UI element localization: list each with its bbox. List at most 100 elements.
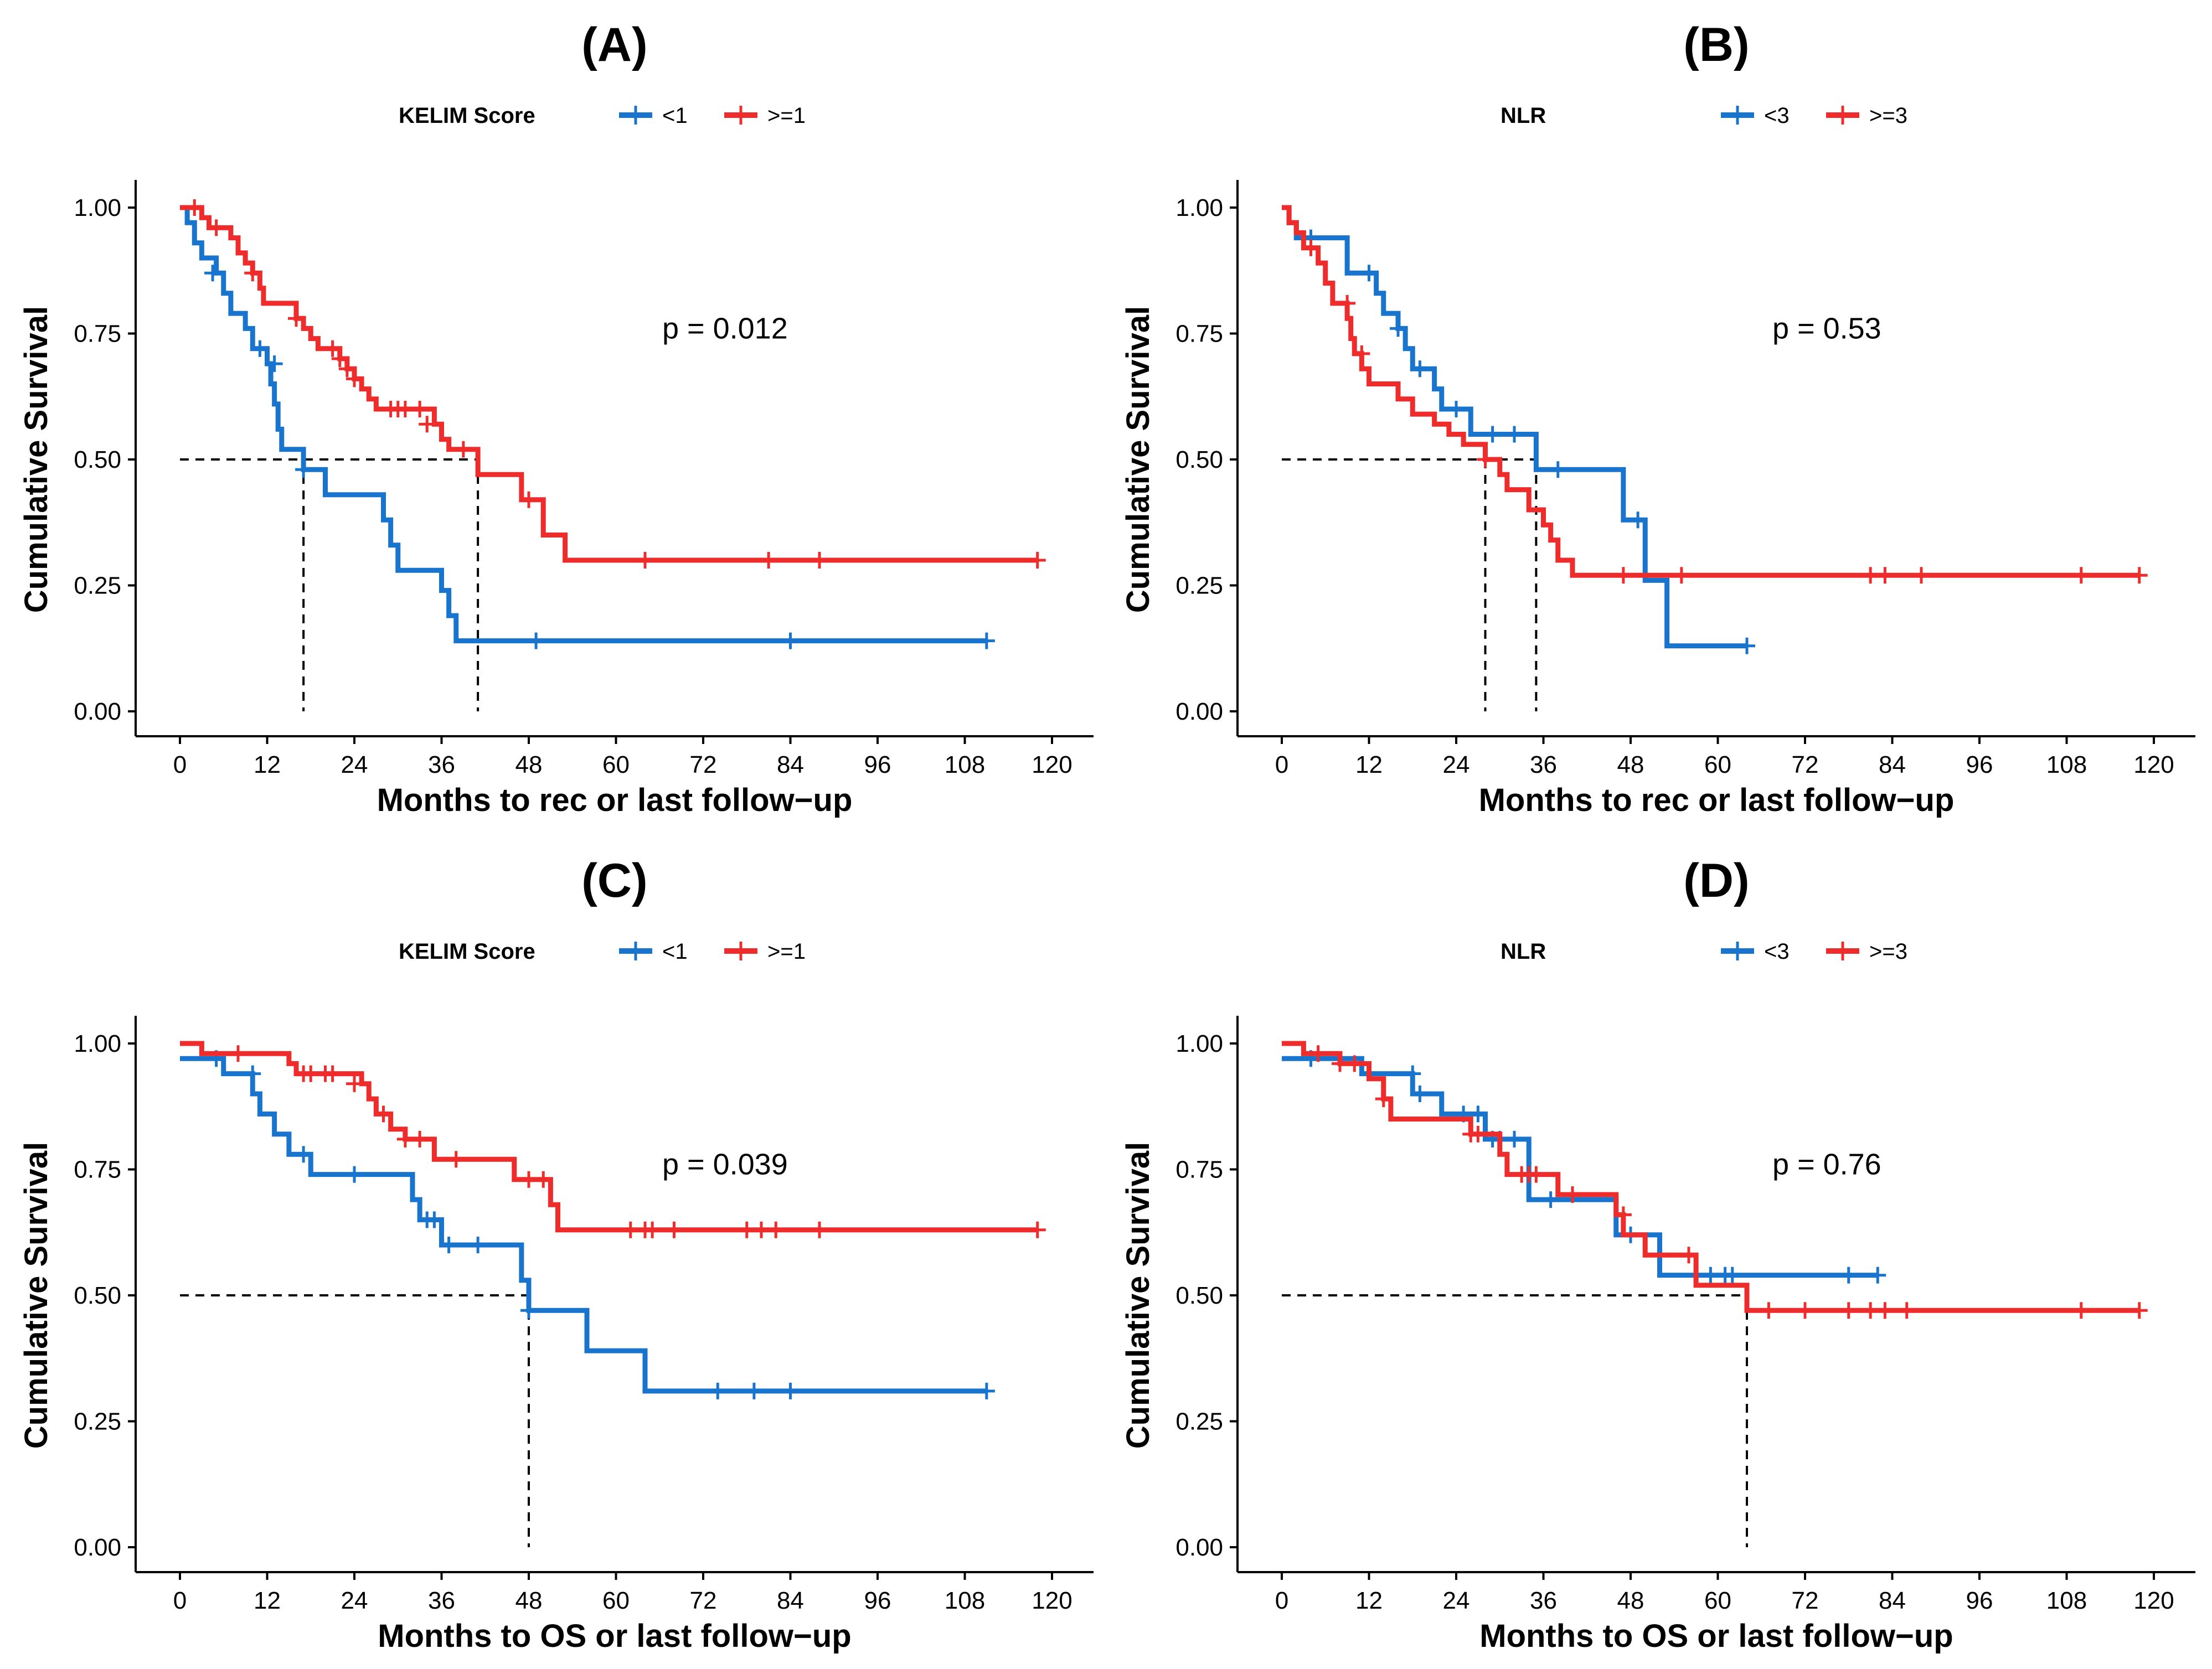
survival-curve — [1282, 1041, 2139, 1313]
panel-title: (A) — [581, 18, 647, 71]
censor-mark — [1739, 637, 1755, 654]
km-panel-3: (D) NLR <3 >=3 0.00 0.25 0.50 0.75 1.00 0 12 24 36 48… — [1120, 854, 2195, 1654]
legend-label: >=1 — [767, 104, 806, 128]
censor-mark — [1724, 1267, 1741, 1284]
x-tick-label: 108 — [2046, 1587, 2087, 1614]
x-tick-label: 96 — [864, 751, 891, 778]
censor-mark — [535, 1171, 552, 1188]
censor-mark — [666, 1221, 683, 1238]
y-tick-label: 1.00 — [1175, 1030, 1223, 1057]
legend-title: KELIM Score — [399, 939, 535, 964]
censor-mark — [1673, 567, 1690, 584]
x-tick-label: 84 — [1879, 751, 1906, 778]
x-tick-label: 84 — [1879, 1587, 1906, 1614]
censor-mark — [1469, 1105, 1487, 1123]
y-tick-label: 0.75 — [1175, 1156, 1223, 1184]
legend: NLR <3 >=3 — [1501, 939, 1907, 964]
x-tick-label: 48 — [1617, 1587, 1644, 1614]
x-tick-label: 60 — [602, 751, 630, 778]
y-tick-label: 0.50 — [1175, 446, 1223, 473]
y-axis-label: Cumulative Survival — [1120, 306, 1156, 613]
x-tick-label: 72 — [690, 1587, 717, 1614]
x-tick-label: 120 — [1032, 1587, 1072, 1614]
censor-mark — [2072, 1302, 2090, 1319]
x-tick-label: 12 — [254, 1587, 281, 1614]
censor-mark — [1898, 1302, 1915, 1319]
censor-mark — [1680, 1247, 1697, 1264]
censor-mark — [753, 1221, 770, 1238]
censor-mark — [1869, 1267, 1886, 1284]
panel-title: (D) — [1683, 854, 1749, 907]
x-tick-label: 60 — [602, 1587, 630, 1614]
censor-mark — [978, 1382, 995, 1399]
y-tick-label: 0.00 — [1175, 1534, 1223, 1561]
p-value-annotation: p = 0.039 — [662, 1148, 788, 1181]
x-tick-label: 36 — [1530, 1587, 1557, 1614]
y-tick-label: 0.25 — [1175, 1408, 1223, 1435]
censor-mark — [244, 265, 261, 282]
legend-label: >=3 — [1869, 104, 1907, 128]
survival-curve — [180, 1056, 987, 1394]
x-tick-label: 120 — [2133, 751, 2174, 778]
censor-mark — [244, 1065, 261, 1082]
y-axis-label: Cumulative Survival — [18, 306, 54, 613]
censor-mark — [419, 416, 436, 433]
x-tick-label: 84 — [777, 1587, 804, 1614]
censor-mark — [1469, 1125, 1487, 1143]
censor-mark — [204, 265, 221, 282]
y-tick-label: 0.00 — [1175, 698, 1223, 725]
x-tick-label: 108 — [2046, 751, 2087, 778]
censor-mark — [978, 632, 995, 649]
legend-title: NLR — [1501, 939, 1546, 964]
censor-mark — [1390, 320, 1406, 337]
x-tick-label: 36 — [428, 751, 455, 778]
censor-mark — [1862, 567, 1879, 584]
censor-mark — [1448, 401, 1465, 417]
censor-mark — [331, 350, 348, 367]
x-tick-label: 120 — [2133, 1587, 2174, 1614]
x-tick-label: 0 — [1275, 751, 1288, 778]
censor-mark — [738, 1221, 755, 1238]
km-panel-0: (A) KELIM Score <1 >=1 0.00 0.25 0.50 0.75 1.00 0… — [18, 18, 1094, 818]
survival-curve — [180, 205, 987, 644]
x-tick-label: 60 — [1704, 751, 1731, 778]
censor-mark — [1876, 1302, 1894, 1319]
legend: KELIM Score <1 >=1 — [399, 104, 806, 128]
x-tick-label: 96 — [864, 1587, 891, 1614]
legend: NLR <3 >=3 — [1501, 104, 1907, 128]
y-tick-label: 0.75 — [1175, 321, 1223, 348]
x-tick-label: 108 — [945, 751, 985, 778]
censor-mark — [811, 1221, 828, 1238]
censor-mark — [295, 461, 312, 478]
censor-mark — [411, 401, 429, 417]
censor-mark — [767, 1221, 785, 1238]
y-tick-label: 0.50 — [74, 1282, 121, 1309]
legend-label: <3 — [1764, 104, 1790, 128]
x-tick-label: 24 — [341, 751, 368, 778]
x-tick-label: 24 — [1443, 751, 1470, 778]
p-value-annotation: p = 0.76 — [1772, 1148, 1881, 1181]
censor-mark — [1549, 461, 1566, 478]
x-tick-label: 12 — [1355, 751, 1383, 778]
x-tick-label: 48 — [515, 751, 543, 778]
censor-mark — [520, 1171, 537, 1188]
censor-mark — [1506, 426, 1523, 443]
x-tick-label: 84 — [777, 751, 804, 778]
censor-mark — [1615, 567, 1632, 584]
y-tick-label: 0.75 — [74, 321, 121, 348]
censor-mark — [230, 1045, 246, 1062]
censor-mark — [1404, 1065, 1421, 1082]
y-axis-label: Cumulative Survival — [1120, 1142, 1156, 1449]
censor-mark — [324, 340, 341, 357]
censor-mark — [1484, 426, 1501, 443]
censor-mark — [1840, 1267, 1857, 1284]
x-tick-label: 120 — [1032, 751, 1072, 778]
censor-mark — [709, 1382, 726, 1399]
legend: KELIM Score <1 >=1 — [399, 939, 806, 964]
censor-mark — [782, 632, 799, 649]
x-axis-label: Months to rec or last follow−up — [377, 782, 853, 818]
censor-mark — [1477, 451, 1494, 468]
x-tick-label: 36 — [1530, 751, 1557, 778]
y-tick-label: 0.00 — [74, 698, 121, 725]
